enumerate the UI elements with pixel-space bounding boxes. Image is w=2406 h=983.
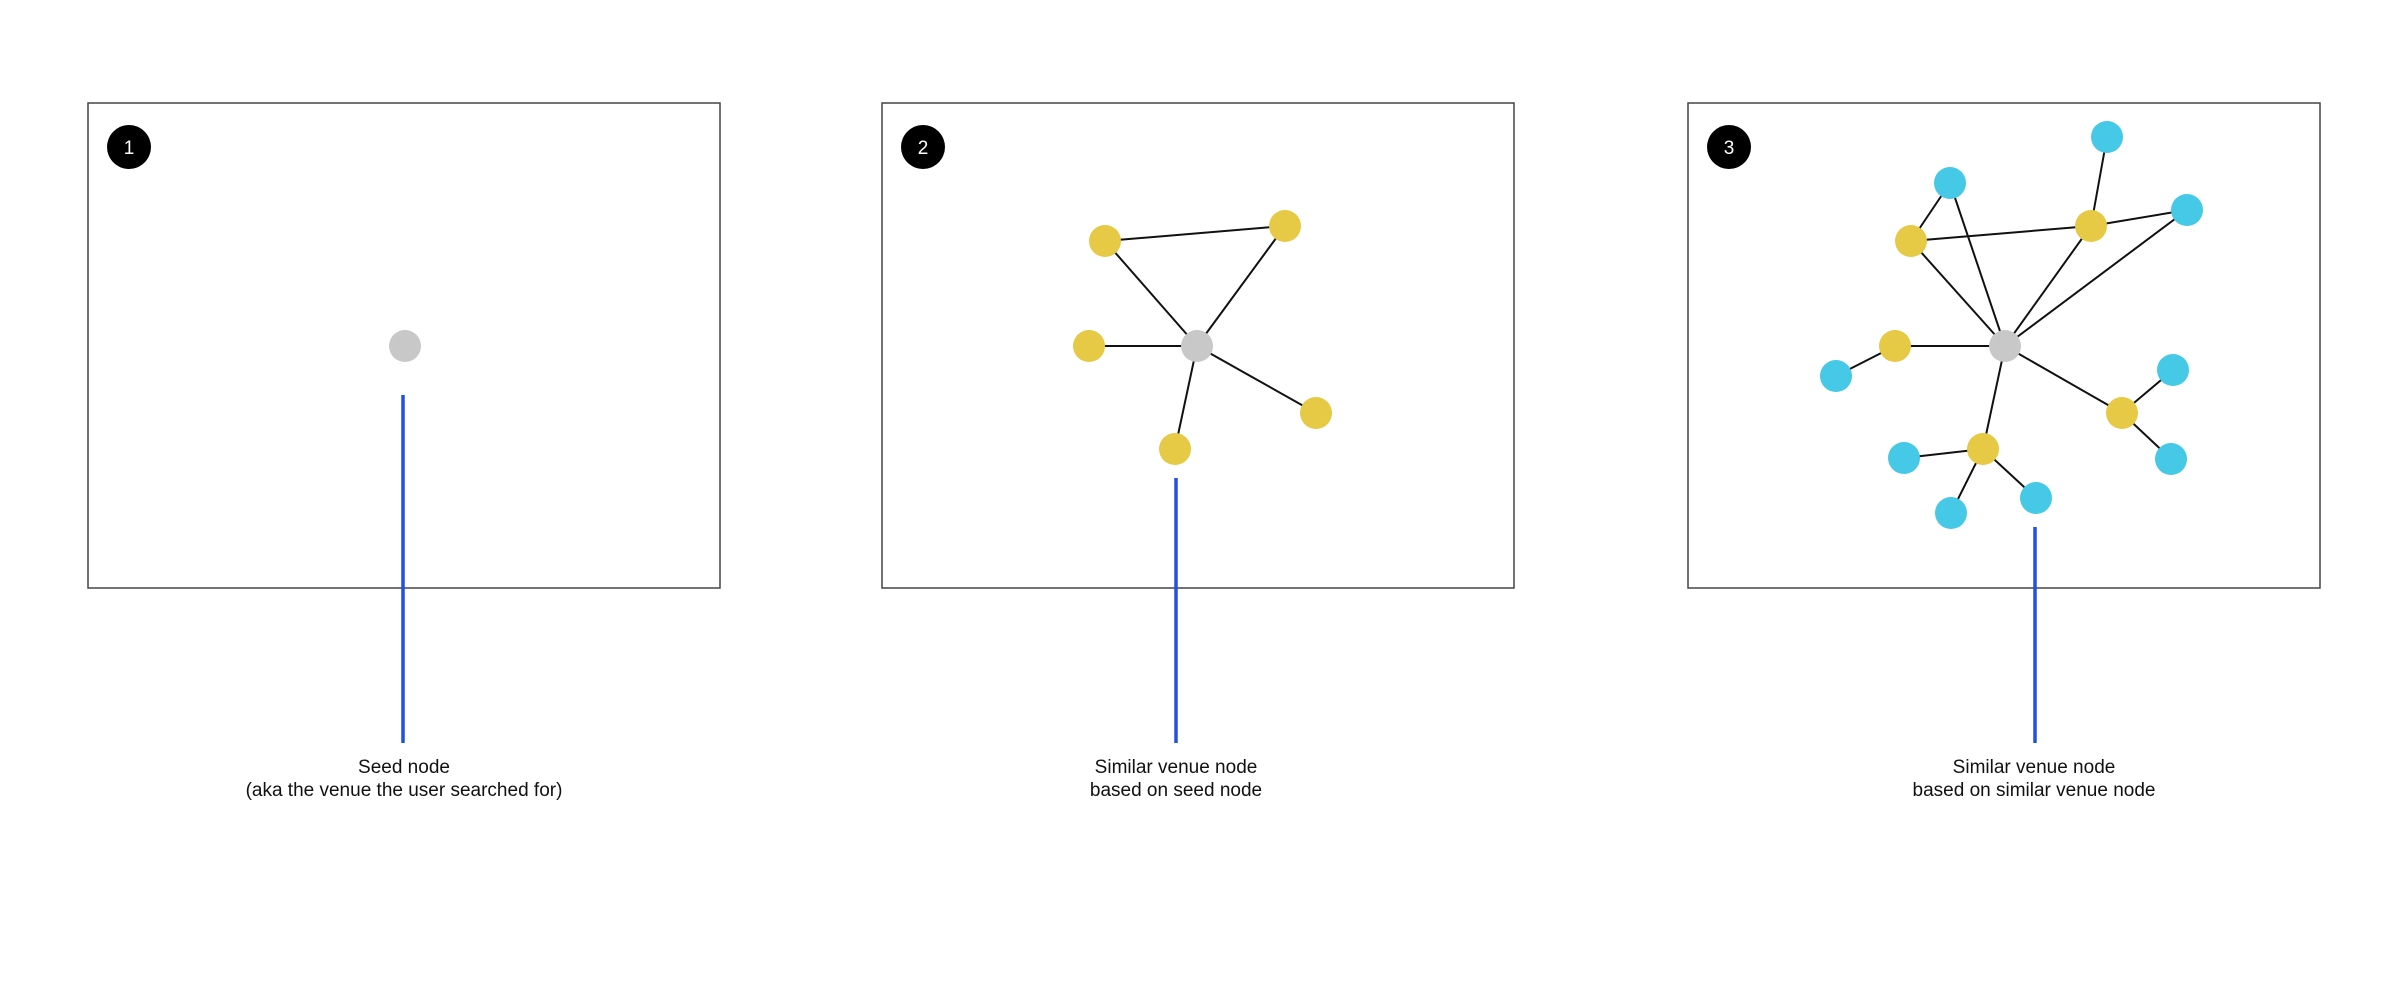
- panel-3-frame: [1687, 102, 2321, 589]
- second-level-node: [1935, 497, 1967, 529]
- similar-venue-node: [2075, 210, 2107, 242]
- similar-venue-node: [1073, 330, 1105, 362]
- panel-3-caption: Similar venue node based on similar venu…: [1804, 756, 2264, 802]
- edge: [2090, 209, 2188, 227]
- panel-1-step-badge: [107, 125, 151, 169]
- edge: [1104, 240, 1198, 347]
- panel-3-caption-line-1: Similar venue node: [1952, 757, 2116, 778]
- panel-2-step-badge: [901, 125, 945, 169]
- panel-3-caption-line-2: based on similar venue node: [1912, 780, 2156, 801]
- panel-3-step-badge: [1707, 125, 1751, 169]
- similar-venue-node: [1879, 330, 1911, 362]
- panel-1-caption: Seed node (aka the venue the user search…: [174, 756, 634, 802]
- edge: [2004, 345, 2123, 414]
- similar-venue-node: [2106, 397, 2138, 429]
- edge: [1910, 225, 2092, 242]
- second-level-node: [2155, 443, 2187, 475]
- edge: [1910, 240, 2006, 347]
- second-level-node: [2091, 121, 2123, 153]
- edge: [1196, 225, 1286, 347]
- seed-node: [389, 330, 421, 362]
- panel-1: 1: [87, 102, 721, 743]
- edge: [2004, 225, 2092, 347]
- edge: [1196, 345, 1317, 414]
- similar-venue-node: [1089, 225, 1121, 257]
- similar-venue-node: [1300, 397, 1332, 429]
- seed-node: [1989, 330, 2021, 362]
- second-level-node: [1934, 167, 1966, 199]
- panel-3: 3: [1687, 102, 2321, 743]
- edge: [2004, 209, 2188, 347]
- similar-venue-node: [1967, 433, 1999, 465]
- second-level-node: [2157, 354, 2189, 386]
- panel-2-caption-line-1: Similar venue node: [1094, 757, 1258, 778]
- second-level-node: [1888, 442, 1920, 474]
- panel-1-step-number: 1: [124, 138, 135, 159]
- similar-venue-node: [1895, 225, 1927, 257]
- panel-2: 2: [881, 102, 1515, 743]
- second-level-node: [1820, 360, 1852, 392]
- panel-1-caption-line-1: Seed node: [358, 757, 450, 778]
- edge: [1982, 345, 2006, 450]
- panel-1-caption-line-2: (aka the venue the user searched for): [245, 780, 563, 801]
- panel-2-caption: Similar venue node based on seed node: [946, 756, 1406, 802]
- similar-venue-node: [1159, 433, 1191, 465]
- edge: [1949, 182, 2006, 347]
- similar-venue-node: [1269, 210, 1301, 242]
- seed-node: [1181, 330, 1213, 362]
- second-level-node: [2020, 482, 2052, 514]
- edge: [1104, 225, 1286, 242]
- panel-2-caption-line-2: based on seed node: [1089, 780, 1263, 801]
- panel-2-step-number: 2: [918, 138, 929, 159]
- edge: [1174, 345, 1198, 450]
- panel-3-step-number: 3: [1724, 138, 1735, 159]
- second-level-node: [2171, 194, 2203, 226]
- panel-2-frame: [881, 102, 1515, 589]
